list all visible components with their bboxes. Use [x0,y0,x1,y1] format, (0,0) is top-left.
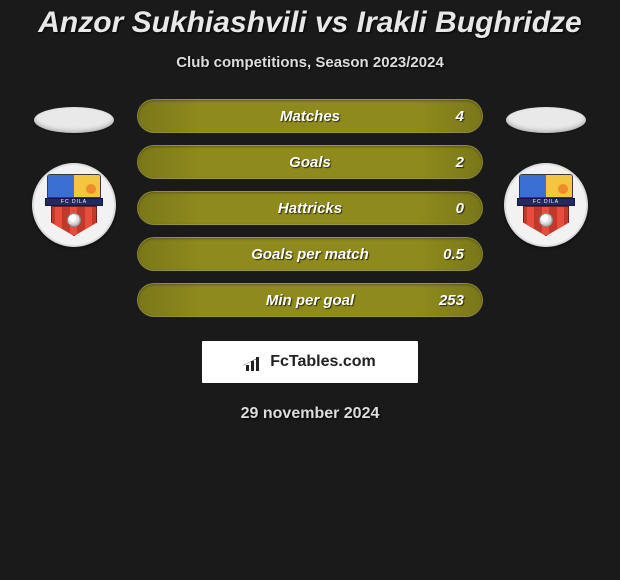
left-player-marker [34,107,114,133]
comparison-row: FC DILA Matches 4 Goals 2 Hattricks 0 Goals pe… [0,99,620,317]
stat-value-right: 4 [456,108,464,125]
left-player-col: FC DILA [29,99,119,247]
left-club-badge: FC DILA [32,163,116,247]
right-player-marker [506,107,586,133]
right-player-col: FC DILA [501,99,591,247]
stat-value-right: 2 [456,154,464,171]
footer-date: 29 november 2024 [241,405,380,423]
branding-box[interactable]: FcTables.com [202,341,418,383]
page-title: Anzor Sukhiashvili vs Irakli Bughridze [38,6,581,40]
stat-label: Goals [289,154,331,171]
chart-logo-icon [244,353,264,371]
branding-text: FcTables.com [270,353,376,371]
right-club-badge: FC DILA [504,163,588,247]
stats-column: Matches 4 Goals 2 Hattricks 0 Goals per match 0… [137,99,483,317]
stat-bar: Goals 2 [137,145,483,179]
stat-value-right: 0.5 [443,246,464,263]
stat-bar: Goals per match 0.5 [137,237,483,271]
shield-crest-icon: FC DILA [517,174,575,236]
page-subtitle: Club competitions, Season 2023/2024 [176,54,444,71]
stat-label: Matches [280,108,340,125]
root: Anzor Sukhiashvili vs Irakli Bughridze C… [0,0,620,423]
stat-bar: Hattricks 0 [137,191,483,225]
shield-crest-icon: FC DILA [45,174,103,236]
stat-bar: Min per goal 253 [137,283,483,317]
stat-value-right: 0 [456,200,464,217]
stat-label: Hattricks [278,200,342,217]
stat-value-right: 253 [439,292,464,309]
stat-label: Min per goal [266,292,354,309]
stat-label: Goals per match [251,246,369,263]
stat-bar: Matches 4 [137,99,483,133]
